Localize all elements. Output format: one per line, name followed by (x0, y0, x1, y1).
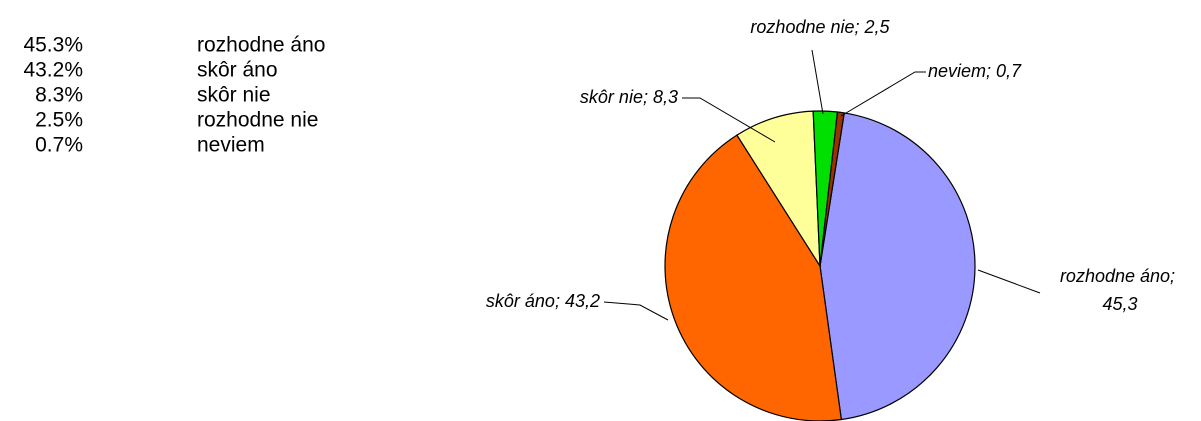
pie-slice (819, 112, 976, 421)
data-label: rozhodne nie; 2,5 (750, 17, 890, 37)
table-percent: 43.2% (23, 59, 83, 82)
data-label: skôr nie; 8,3 (580, 87, 678, 107)
table-percent: 0.7% (35, 134, 83, 157)
pie-slice (819, 111, 845, 267)
label-value: 2,5 (864, 17, 891, 37)
label-separator: ; (555, 291, 565, 311)
table-category: rozhodne áno (197, 34, 325, 57)
label-separator: ; (855, 17, 865, 37)
leader-line (603, 301, 669, 321)
table-category: skôr nie (197, 84, 271, 107)
label-separator: ; (1170, 266, 1180, 286)
pie-slice (664, 134, 843, 421)
data-label: neviem; 0,7 (928, 61, 1022, 81)
data-label: skôr áno; 43,2 (486, 291, 600, 311)
leader-line (977, 269, 1041, 294)
label-category: neviem (928, 61, 986, 81)
label-value: 8,3 (653, 87, 678, 107)
table-category: neviem (197, 134, 265, 157)
table-percent: 45.3% (23, 34, 83, 57)
leader-line (840, 71, 926, 117)
label-category: rozhodne nie (750, 17, 854, 37)
label-value: 0,7 (996, 61, 1022, 81)
table-percent: 2.5% (35, 109, 83, 132)
label-category: rozhodne áno (1060, 266, 1170, 286)
label-value: 43,2 (565, 291, 600, 311)
label-separator: ; (986, 61, 996, 81)
label-category: skôr áno (486, 291, 555, 311)
label-category: skôr nie (580, 87, 643, 107)
label-separator: ; (643, 87, 653, 107)
table-category: rozhodne nie (197, 109, 318, 132)
table-category: skôr áno (197, 59, 278, 82)
label-value: 45,3 (1102, 294, 1137, 314)
table-percent: 8.3% (35, 84, 83, 107)
leader-line (682, 97, 776, 143)
data-label: rozhodne áno; 45,3 (1060, 266, 1180, 314)
leader-line (811, 49, 824, 115)
